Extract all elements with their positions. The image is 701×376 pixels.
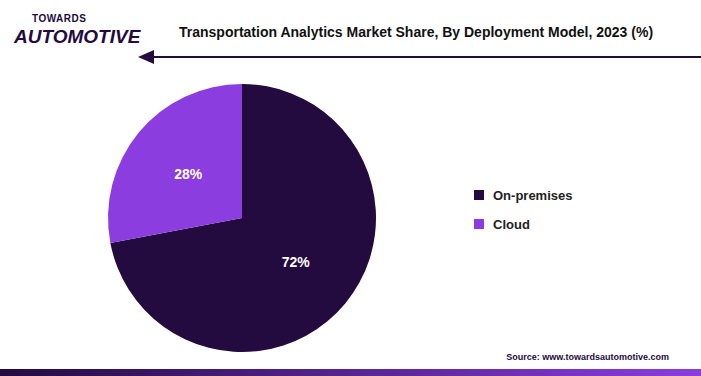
legend-label: Cloud [493,217,530,232]
data-label: 72% [282,254,311,270]
footer-bar [0,369,701,376]
legend-swatch [474,219,484,229]
chart: TOWARDS AUTOMOTIVE Transportation Analytic… [0,0,701,376]
pie [108,84,376,352]
header-rule [150,56,701,58]
header-arrow [138,50,154,64]
pie-slice [108,84,242,243]
legend: On-premises Cloud [474,188,572,232]
logo-bottom: AUTOMOTIVE [13,26,142,47]
legend-label: On-premises [493,188,572,203]
data-label: 28% [174,166,203,182]
logo-top: TOWARDS [32,13,86,24]
source: Source: www.towardsautomotive.com [506,352,669,362]
legend-swatch [474,190,484,200]
title: Transportation Analytics Market Share, B… [179,24,653,40]
